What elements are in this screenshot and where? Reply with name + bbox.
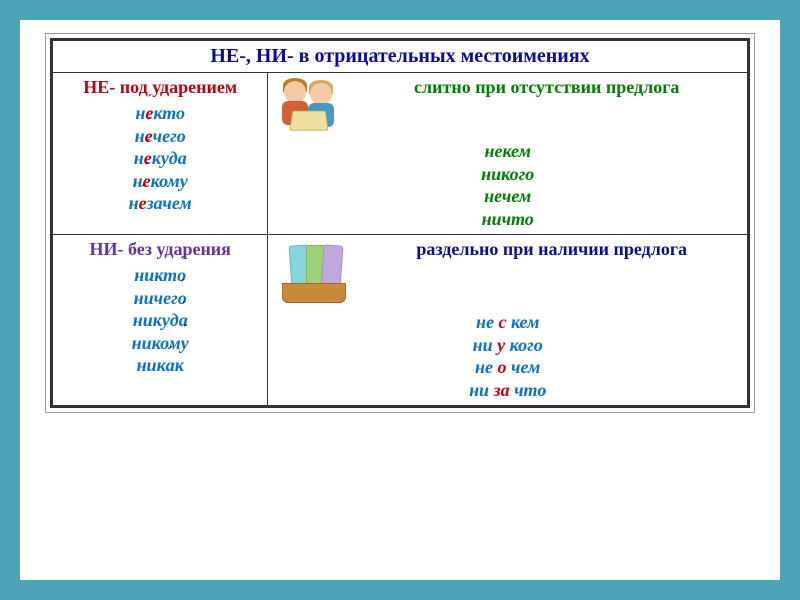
- header-ni-unstressed: НИ- без ударения: [59, 239, 261, 260]
- example-word: никто: [59, 264, 261, 287]
- cell-top-left: НЕ- под ударением некто нечего некуда не…: [53, 73, 268, 235]
- header-ne-stressed: НЕ- под ударением: [59, 77, 261, 98]
- examples-separate: не с кем ни у кого не о чем ни за что: [274, 311, 741, 401]
- example-word: незачем: [59, 192, 261, 215]
- example-word: нечего: [59, 125, 261, 148]
- example-word: никого: [274, 163, 741, 186]
- examples-together: некем никого нечем ничто: [274, 140, 741, 230]
- table-frame: НЕ-, НИ- в отрицательных местоимениях НЕ…: [50, 38, 750, 408]
- cell-bottom-right: раздельно при наличии предлога не с кем …: [268, 235, 748, 406]
- example-word: никуда: [59, 309, 261, 332]
- example-word: ничего: [59, 287, 261, 310]
- example-word: некем: [274, 140, 741, 163]
- examples-ni-unstressed: никто ничего никуда никому никак: [59, 264, 261, 377]
- example-word: некуда: [59, 147, 261, 170]
- example-word: никак: [59, 354, 261, 377]
- grammar-table: НЕ-, НИ- в отрицательных местоимениях НЕ…: [52, 40, 748, 406]
- example-word: некто: [59, 102, 261, 125]
- example-phrase: ни за что: [274, 379, 741, 402]
- example-phrase: не с кем: [274, 311, 741, 334]
- examples-ne-stressed: некто нечего некуда некому незачем: [59, 102, 261, 215]
- table-title: НЕ-, НИ- в отрицательных местоимениях: [53, 41, 748, 73]
- example-phrase: ни у кого: [274, 334, 741, 357]
- books-icon: [274, 243, 354, 303]
- header-separate: раздельно при наличии предлога: [362, 239, 741, 260]
- cell-bottom-left: НИ- без ударения никто ничего никуда ник…: [53, 235, 268, 406]
- paper: НЕ-, НИ- в отрицательных местоимениях НЕ…: [20, 20, 780, 580]
- example-word: ничто: [274, 208, 741, 231]
- example-word: никому: [59, 332, 261, 355]
- example-word: некому: [59, 170, 261, 193]
- header-together: слитно при отсутствии предлога: [352, 77, 741, 98]
- example-phrase: не о чем: [274, 356, 741, 379]
- example-word: нечем: [274, 185, 741, 208]
- cell-top-right: слитно при отсутствии предлога некем ник…: [268, 73, 748, 235]
- readers-icon: [274, 79, 344, 134]
